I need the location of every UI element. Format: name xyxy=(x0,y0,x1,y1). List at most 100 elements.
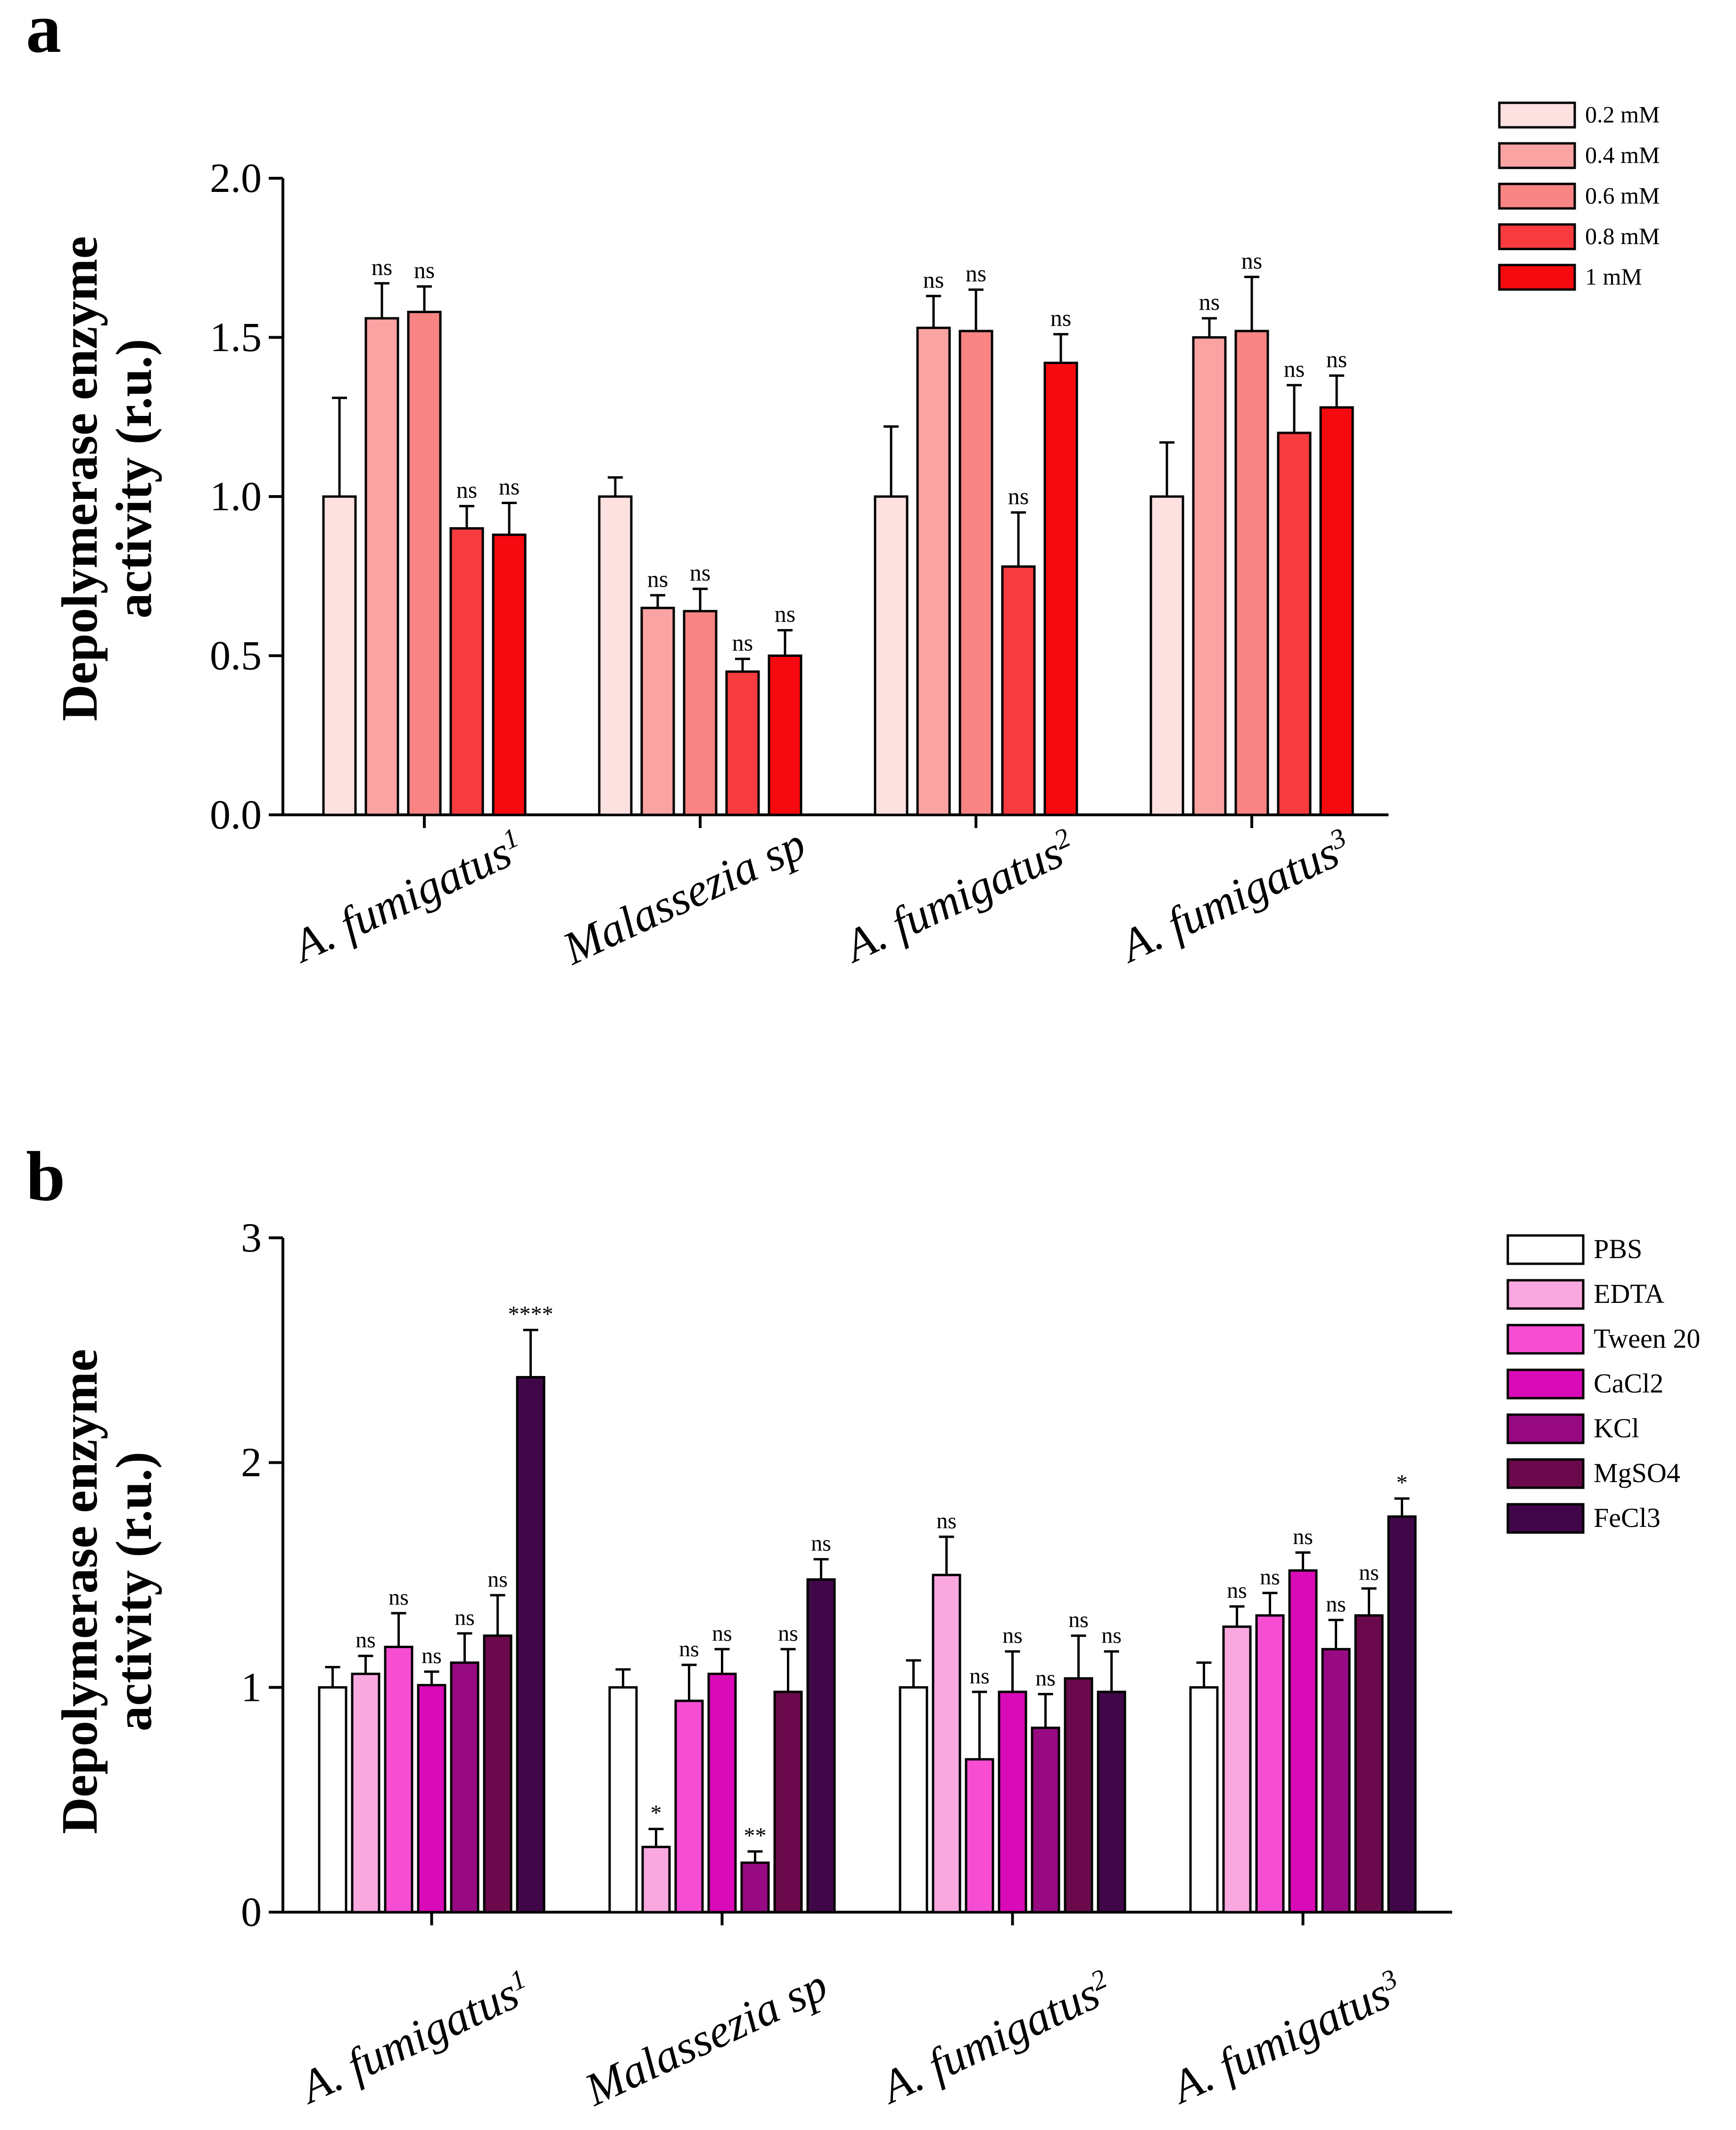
significance-label: ns xyxy=(1241,247,1262,274)
significance-label: ns xyxy=(1260,1565,1280,1590)
significance-label: ns xyxy=(1101,1623,1122,1648)
x-category-name: A. fumigatus xyxy=(290,1968,526,2114)
bar xyxy=(608,1686,638,1914)
legend-label: PBS xyxy=(1594,1234,1642,1264)
significance-label: ns xyxy=(1199,289,1220,315)
bar xyxy=(322,495,357,816)
x-category-name: A. fumigatus xyxy=(871,1968,1107,2114)
legend-swatch xyxy=(1498,182,1576,210)
bar xyxy=(1288,1569,1318,1914)
significance-label: **** xyxy=(508,1301,554,1326)
legend-label: MgSO4 xyxy=(1594,1458,1680,1488)
x-category-name: A. fumigatus xyxy=(1162,1968,1397,2114)
bar xyxy=(598,495,633,816)
bar xyxy=(1043,362,1078,816)
bar xyxy=(1234,330,1269,816)
bar xyxy=(318,1686,347,1914)
bar xyxy=(932,1574,961,1914)
significance-label: ns xyxy=(414,257,435,283)
bar xyxy=(1001,565,1036,816)
bar xyxy=(1277,431,1312,816)
legend-label: FeCl3 xyxy=(1594,1502,1661,1533)
bar xyxy=(916,326,951,816)
x-category-label: A. fumigatus1 xyxy=(290,1962,539,2114)
significance-label: ns xyxy=(1002,1623,1023,1648)
bar xyxy=(516,1376,546,1914)
significance-label: ns xyxy=(923,266,944,293)
bar xyxy=(449,527,484,816)
significance-label: ns xyxy=(1008,483,1029,509)
y-tick-label: 3 xyxy=(241,1215,262,1261)
legend-label: KCl xyxy=(1594,1413,1639,1443)
x-category-name: A. fumigatus xyxy=(835,827,1070,973)
significance-label: * xyxy=(651,1801,662,1826)
y-axis-label-line2: activity (r.u.) xyxy=(106,1452,162,1732)
significance-label: ** xyxy=(744,1823,767,1848)
y-tick-label: 2.0 xyxy=(210,156,262,201)
legend-label: 0.8 mM xyxy=(1585,223,1660,249)
significance-label: ns xyxy=(455,1605,475,1630)
legend-swatch xyxy=(1498,142,1576,169)
x-category-name: A. fumigatus xyxy=(1110,827,1346,973)
significance-label: ns xyxy=(1284,356,1305,382)
significance-label: ns xyxy=(355,1628,376,1653)
chart-a: 0.0 0.5 1.0 1.5 2.0 Depolymerase enzymeactivi… xyxy=(52,101,1660,975)
bar xyxy=(1189,1686,1219,1914)
significance-label: ns xyxy=(1050,305,1071,331)
bar xyxy=(1387,1515,1417,1914)
bar xyxy=(364,317,399,816)
significance-label: ns xyxy=(969,1664,990,1689)
bar xyxy=(959,330,993,816)
bar xyxy=(998,1691,1027,1914)
legend-label: 0.4 mM xyxy=(1585,142,1660,168)
bar xyxy=(707,1673,737,1914)
bar xyxy=(773,1691,803,1914)
x-category-label: A. fumigatus3 xyxy=(1110,821,1359,973)
bar xyxy=(725,670,760,816)
significance-label: ns xyxy=(488,1567,508,1592)
bar xyxy=(965,1758,994,1914)
x-category-name: A. fumigatus xyxy=(283,827,519,973)
y-tick-label: 1 xyxy=(241,1665,262,1710)
x-category-label: Malassezia sp xyxy=(554,818,813,975)
legend-swatch xyxy=(1506,1503,1585,1534)
legend-label: 1 mM xyxy=(1585,264,1642,290)
y-axis-label-line1: Depolymerase enzyme xyxy=(52,1349,108,1834)
significance-label: ns xyxy=(1227,1578,1247,1603)
y-tick-label: 0.0 xyxy=(210,792,262,838)
panel-label-a: a xyxy=(26,0,61,67)
significance-label: * xyxy=(1397,1470,1408,1495)
bar xyxy=(874,495,909,816)
y-tick-label: 0.5 xyxy=(210,633,262,679)
significance-label: ns xyxy=(679,1637,699,1662)
bar xyxy=(1321,1648,1351,1914)
bar xyxy=(640,606,675,816)
bar xyxy=(806,1578,836,1914)
legend-swatch xyxy=(1498,223,1576,250)
legend-label: CaCl2 xyxy=(1594,1368,1663,1399)
legend-label: Tween 20 xyxy=(1594,1323,1700,1354)
bar xyxy=(674,1699,704,1914)
legend-swatch xyxy=(1498,101,1576,129)
significance-label: ns xyxy=(422,1643,442,1668)
significance-label: ns xyxy=(690,559,711,586)
x-category-label: A. fumigatus1 xyxy=(283,821,531,973)
bar xyxy=(417,1684,446,1914)
bar xyxy=(492,533,527,816)
legend-swatch xyxy=(1506,1368,1585,1400)
bar xyxy=(1255,1614,1285,1914)
x-category-name: Malassezia sp xyxy=(577,1959,835,2116)
legend-label: 0.6 mM xyxy=(1585,182,1660,209)
significance-label: ns xyxy=(647,565,668,592)
legend-label: 0.2 mM xyxy=(1585,101,1660,128)
bar xyxy=(1097,1691,1126,1914)
bar xyxy=(407,311,442,816)
significance-label: ns xyxy=(1326,1591,1346,1616)
significance-label: ns xyxy=(966,260,986,286)
bar xyxy=(683,610,718,816)
significance-label: ns xyxy=(456,476,477,503)
bar xyxy=(483,1634,513,1914)
panel-label-b: b xyxy=(26,1137,65,1216)
legend-swatch xyxy=(1506,1279,1585,1310)
